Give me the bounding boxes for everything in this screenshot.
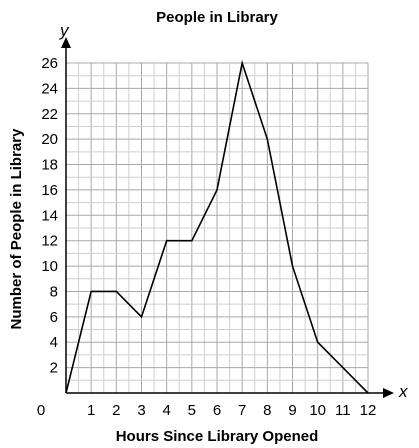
y-axis-arrowhead (61, 37, 71, 48)
y-tick-label: 8 (50, 283, 58, 300)
series (65, 59, 369, 394)
origin-label: 0 (37, 402, 45, 419)
y-axis-letter: y (59, 21, 70, 40)
x-tick-label: 9 (288, 402, 296, 419)
chart-title: People in Library (156, 9, 278, 26)
y-tick-label: 18 (41, 157, 58, 174)
x-tick-label: 11 (335, 402, 351, 419)
x-tick-label: 2 (112, 402, 120, 419)
grid (66, 62, 369, 393)
y-tick-label: 24 (41, 80, 58, 97)
y-axis-title: Number of People in Library (8, 128, 25, 330)
x-tick-label: 12 (360, 402, 377, 419)
x-tick-label: 8 (263, 402, 271, 419)
x-axis-letter: x (398, 382, 408, 401)
x-tick-label: 5 (188, 402, 196, 419)
series-line (65, 59, 369, 394)
y-tick-label: 10 (41, 258, 58, 275)
x-axis-title: Hours Since Library Opened (116, 428, 319, 445)
y-tick-label: 14 (41, 207, 58, 224)
y-tick-label: 16 (41, 182, 58, 199)
y-tick-label: 22 (41, 106, 58, 123)
axes (61, 37, 394, 398)
y-tick-label: 26 (41, 55, 58, 72)
x-tick-label: 3 (137, 402, 145, 419)
y-tick-label: 20 (41, 131, 58, 148)
x-tick-label: 6 (213, 402, 221, 419)
y-tick-label: 4 (50, 334, 58, 351)
y-tick-label: 6 (50, 309, 58, 326)
x-tick-label: 10 (309, 402, 326, 419)
x-axis-arrowhead (383, 388, 394, 398)
x-tick-label: 7 (238, 402, 246, 419)
x-tick-label: 1 (87, 402, 95, 419)
y-tick-label: 12 (41, 233, 58, 250)
y-tick-label: 2 (50, 360, 58, 377)
x-tick-label: 4 (162, 402, 170, 419)
